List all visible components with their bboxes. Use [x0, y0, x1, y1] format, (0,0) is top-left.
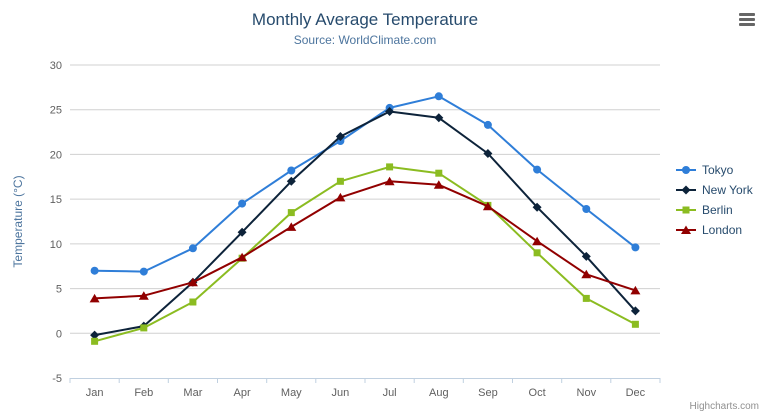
data-point-marker[interactable] [90, 330, 100, 340]
data-point-marker[interactable] [335, 132, 345, 141]
x-axis-tick-label: May [281, 387, 302, 399]
x-axis-tick-label: Jul [383, 387, 397, 399]
data-point-marker[interactable] [336, 177, 344, 185]
berlin-series-marker-icon [676, 206, 696, 214]
data-point-marker[interactable] [435, 169, 443, 177]
series-new-york [90, 107, 640, 340]
data-point-marker[interactable] [532, 202, 542, 212]
hamburger-menu-icon[interactable] [739, 13, 755, 26]
y-axis-tick-label: 20 [50, 149, 62, 161]
data-point-marker[interactable] [287, 209, 295, 217]
x-axis-tick-label: Nov [577, 387, 597, 399]
data-point-marker[interactable] [140, 324, 148, 332]
data-point-marker[interactable] [434, 92, 443, 101]
legend-item-berlin[interactable]: Berlin [676, 203, 753, 217]
data-point-marker[interactable] [630, 285, 641, 295]
data-point-marker[interactable] [189, 298, 197, 306]
london-series-marker-icon [676, 225, 696, 234]
legend-item-london[interactable]: London [676, 223, 753, 237]
legend-label-berlin: Berlin [702, 203, 733, 217]
data-point-marker[interactable] [139, 267, 148, 276]
data-point-marker[interactable] [187, 277, 198, 287]
menu-line [739, 13, 755, 16]
data-point-marker[interactable] [237, 252, 248, 262]
data-point-marker[interactable] [582, 294, 590, 302]
data-point-marker[interactable] [434, 113, 444, 123]
x-axis-tick-label: Oct [529, 387, 546, 399]
data-point-marker[interactable] [237, 227, 247, 237]
x-axis-tick-label: Feb [134, 387, 153, 399]
data-point-marker[interactable] [532, 236, 543, 246]
data-point-marker[interactable] [188, 244, 197, 253]
data-point-marker[interactable] [385, 107, 395, 116]
data-point-marker[interactable] [581, 269, 592, 279]
x-axis-tick-label: Mar [183, 387, 202, 399]
y-axis-tick-label: -5 [52, 373, 62, 385]
legend-label-london: London [702, 223, 743, 237]
legend-item-tokyo[interactable]: Tokyo [676, 163, 753, 177]
y-axis-title: Temperature (°C) [11, 175, 25, 267]
data-point-marker [681, 185, 691, 195]
data-point-marker [681, 225, 691, 234]
legend-item-new-york[interactable]: New York [676, 183, 753, 197]
x-axis-tick-label: Aug [429, 387, 449, 399]
data-point-marker [682, 206, 690, 214]
x-axis-tick-label: Jun [332, 387, 350, 399]
data-point-marker[interactable] [631, 320, 639, 328]
data-point-marker[interactable] [89, 293, 100, 303]
data-point-marker[interactable] [384, 176, 395, 186]
y-axis-tick-label: 15 [50, 194, 62, 206]
data-point-marker[interactable] [286, 222, 297, 231]
x-axis-tick-label: Apr [234, 387, 251, 399]
series-london [89, 176, 641, 303]
data-point-marker [682, 166, 690, 174]
menu-line [739, 23, 755, 26]
y-axis-tick-label: 5 [56, 284, 62, 296]
credits-link[interactable]: Highcharts.com [689, 401, 759, 412]
data-point-marker[interactable] [286, 176, 296, 186]
y-axis-tick-label: 10 [50, 239, 62, 251]
data-point-marker[interactable] [433, 180, 444, 189]
y-axis-tick-label: 25 [50, 105, 62, 117]
legend-label-new-york: New York [702, 183, 753, 197]
data-point-marker[interactable] [483, 120, 492, 129]
y-axis-tick-label: 30 [50, 60, 62, 72]
data-point-marker[interactable] [533, 165, 542, 174]
series-line-new-york [94, 110, 637, 337]
x-axis-tick-label: Dec [626, 387, 646, 399]
chart-title: Monthly Average Temperature [251, 10, 479, 29]
chart-subtitle: Source: WorldClimate.com [293, 33, 437, 47]
new-york-series-marker-icon [676, 185, 696, 195]
data-point-marker[interactable] [482, 201, 493, 211]
x-axis-tick-label: Jan [86, 387, 104, 399]
data-point-marker[interactable] [581, 251, 591, 261]
data-point-marker[interactable] [483, 149, 493, 158]
data-point-marker[interactable] [238, 199, 247, 208]
data-point-marker[interactable] [138, 291, 149, 300]
data-point-marker[interactable] [287, 166, 296, 175]
data-point-marker[interactable] [335, 192, 346, 202]
data-point-marker[interactable] [90, 266, 99, 275]
series-line-london [94, 180, 636, 300]
menu-line [739, 18, 755, 21]
data-point-marker[interactable] [386, 163, 394, 171]
data-point-marker[interactable] [631, 243, 640, 252]
legend: Tokyo New York Berlin London [676, 163, 753, 237]
series-tokyo [90, 92, 640, 276]
series-line-tokyo [94, 95, 637, 273]
data-point-marker[interactable] [91, 337, 99, 345]
data-point-marker[interactable] [582, 205, 591, 213]
y-axis-tick-label: 0 [56, 328, 62, 340]
legend-label-tokyo: Tokyo [702, 163, 734, 177]
x-axis-tick-label: Sep [478, 387, 498, 399]
series-line-berlin [94, 165, 636, 343]
data-point-marker[interactable] [533, 249, 541, 257]
data-point-marker[interactable] [630, 306, 640, 316]
tokyo-series-marker-icon [676, 166, 696, 174]
